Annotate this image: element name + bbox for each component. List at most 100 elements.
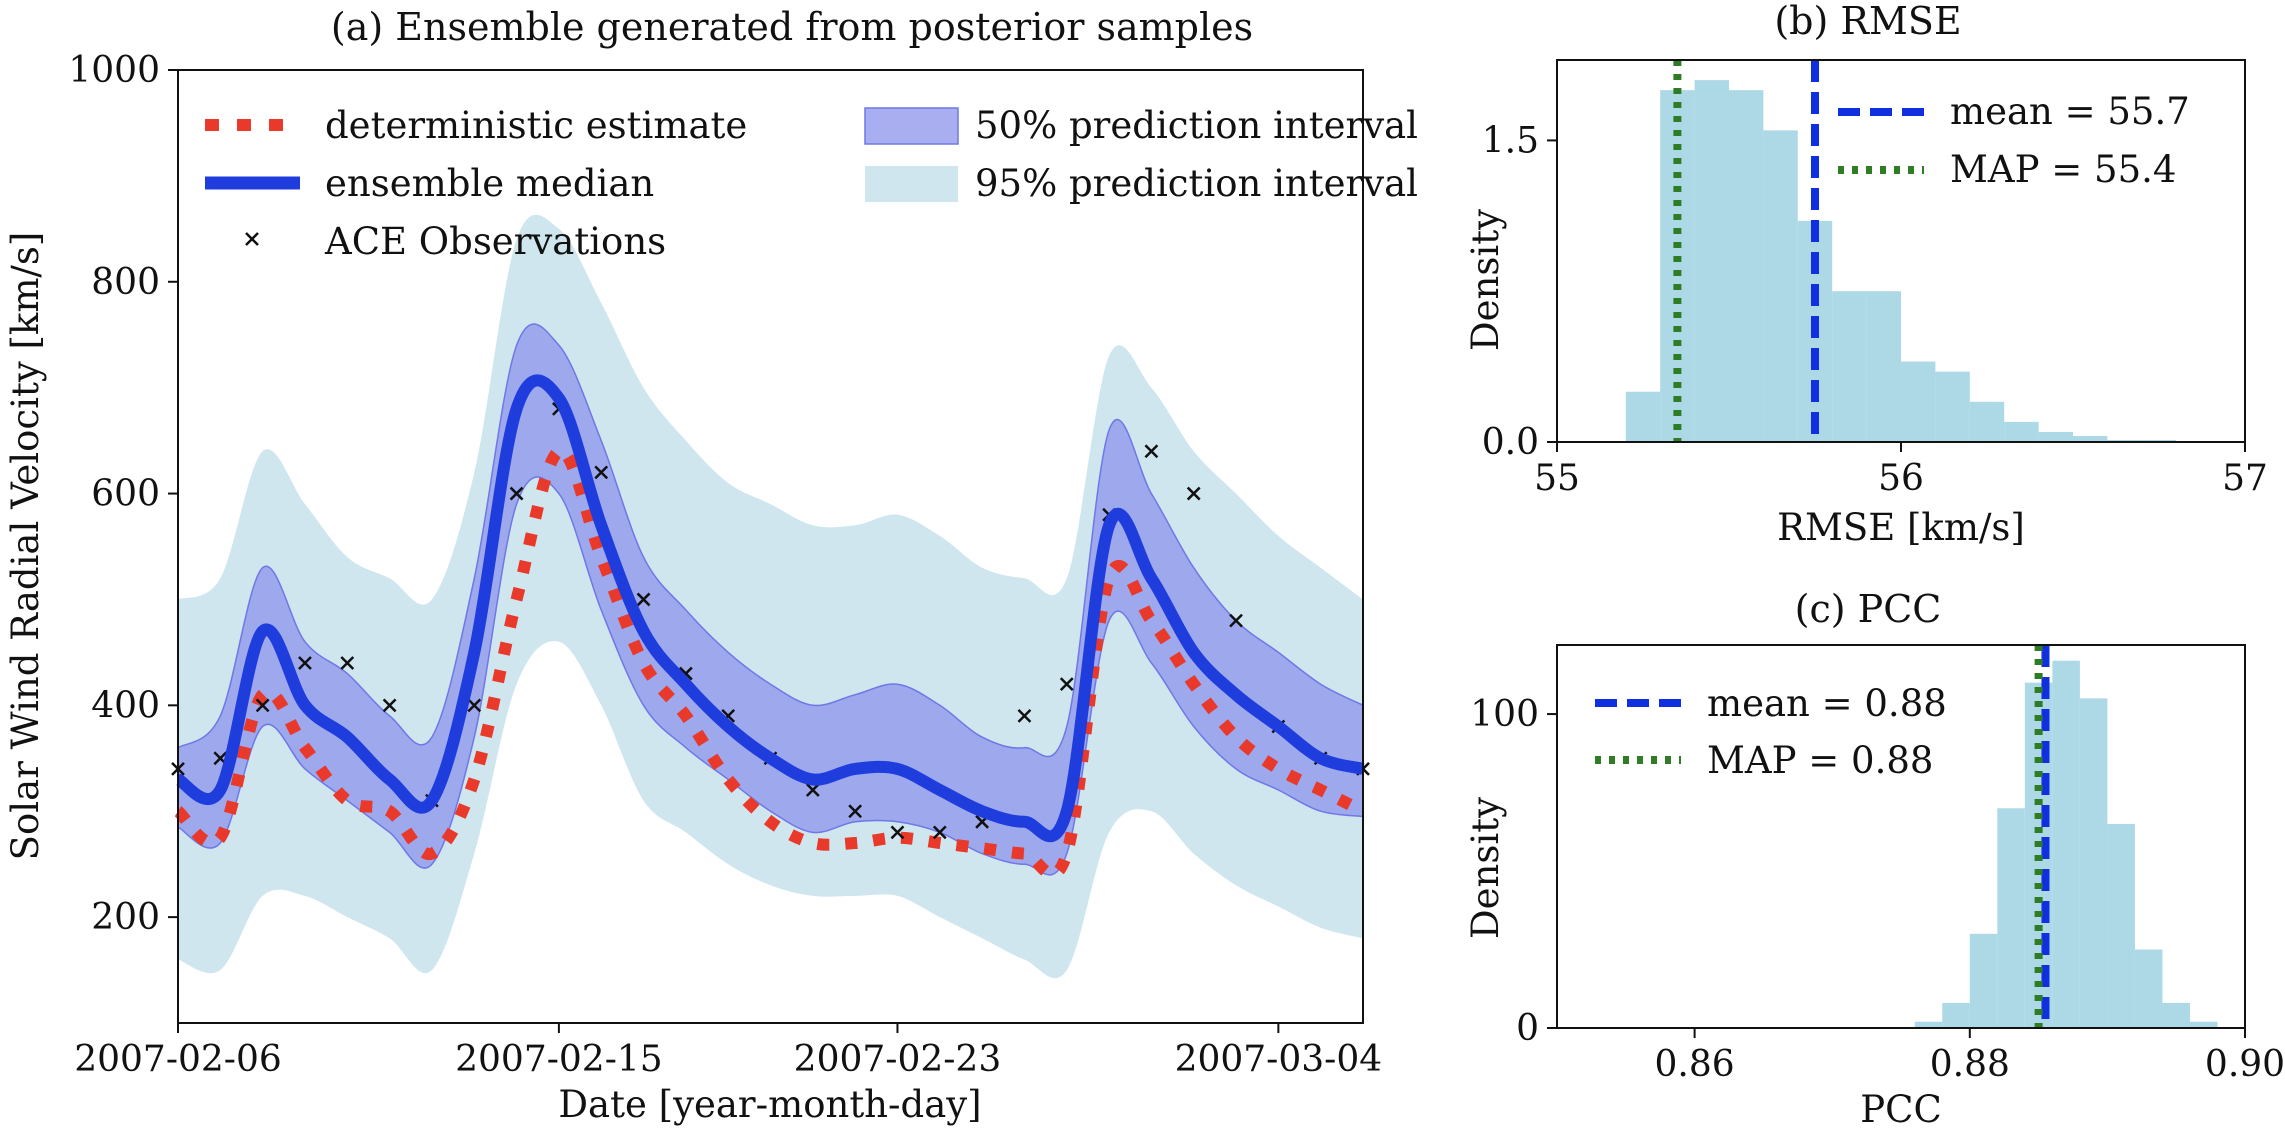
panel-c-ylabel: Density — [1464, 797, 1507, 939]
observation-point — [1017, 709, 1032, 723]
x-tick-label: 0.88 — [1930, 1044, 2010, 1085]
panel-a-xlabel: Date [year-month-day] — [558, 1083, 981, 1126]
histogram-bar — [2107, 823, 2135, 1028]
panel-a-ylabel: Solar Wind Radial Velocity [km/s] — [4, 232, 47, 861]
observation-point — [1229, 613, 1243, 628]
x-tick-label: 2007-03-04 — [1175, 1039, 1383, 1080]
y-tick-label: 800 — [91, 262, 160, 303]
panel-b: (b) RMSE 55 56 57 0.0 1.5 RMSE [km/s] Densit… — [1464, 0, 2268, 549]
histogram-bar — [2073, 435, 2108, 442]
observation-point — [890, 825, 905, 840]
x-tick-label: 2007-02-15 — [455, 1039, 663, 1080]
histogram-bar — [1832, 291, 1867, 442]
median-line — [175, 374, 1365, 843]
observation-point — [255, 698, 270, 713]
observation-point — [467, 698, 482, 713]
histogram-bar — [1935, 371, 1970, 442]
histogram-bar — [2141, 439, 2177, 442]
observation-point — [848, 804, 863, 819]
y-tick-label: 1.5 — [1482, 120, 1539, 161]
legend-pi50-swatch — [864, 107, 959, 145]
observation-point — [1059, 677, 1074, 692]
legend-pi50-label: 50% prediction interval — [975, 104, 1418, 147]
legend-mean-label: mean = 0.88 — [1707, 682, 1947, 725]
legend-pi95-swatch — [865, 166, 958, 202]
observation-point — [1186, 486, 1201, 501]
panel-a-axes: 2007-02-06 2007-02-15 2007-02-23 2007-03-04… — [68, 50, 1382, 1080]
histogram-bar — [1997, 808, 2025, 1028]
legend-x-glyph — [245, 232, 259, 246]
panel-c: (c) PCC 0.86 0.88 0.90 0 100 PCC Density mea… — [1464, 587, 2285, 1131]
y-tick-label: 600 — [91, 474, 160, 515]
deterministic-line-layer — [173, 445, 1366, 881]
panel-c-axes: 0.86 0.88 0.90 0 100 — [1470, 694, 2285, 1085]
histogram-bar — [1729, 90, 1764, 442]
x-tick-label: 57 — [2222, 458, 2268, 499]
panel-a-title: (a) Ensemble generated from posterior sa… — [331, 5, 1253, 49]
legend-median-label: ensemble median — [325, 162, 654, 205]
observation-point — [932, 825, 947, 840]
panel-b-histogram — [1625, 80, 2211, 443]
observation-point — [594, 465, 609, 480]
legend-mean-label: mean = 55.7 — [1950, 90, 2190, 133]
x-tick-label: 56 — [1878, 458, 1924, 499]
median-line-layer — [175, 374, 1365, 843]
panel-c-frame — [1556, 644, 2246, 1029]
deterministic-line — [173, 445, 1366, 881]
observation-point — [636, 592, 651, 607]
legend-pi95-label: 95% prediction interval — [975, 162, 1418, 205]
observation-point — [1144, 444, 1159, 459]
panel-b-legend: mean = 55.7 MAP = 55.4 — [1838, 90, 2190, 191]
histogram-bar — [2107, 439, 2142, 442]
observation-point — [298, 656, 312, 670]
x-tick-label: 0.90 — [2205, 1044, 2285, 1085]
y-tick-label: 400 — [91, 685, 160, 726]
observation-point — [805, 783, 820, 797]
histogram-bar — [2038, 431, 2073, 442]
legend-map-label: MAP = 0.88 — [1707, 739, 1933, 782]
histogram-bar — [2189, 1021, 2218, 1028]
histogram-bar — [1969, 401, 2005, 442]
x-tick-label: 0.86 — [1655, 1044, 1735, 1085]
panel-b-title: (b) RMSE — [1774, 0, 1961, 43]
histogram-bar — [1660, 90, 1695, 442]
panel-a-legend: deterministic estimate ensemble median A… — [205, 104, 1418, 263]
panel-c-legend: mean = 0.88 MAP = 0.88 — [1595, 682, 1947, 782]
histogram-bar — [2004, 421, 2039, 442]
histogram-bar — [2052, 660, 2080, 1028]
panel-b-axes: 55 56 57 0.0 1.5 — [1482, 120, 2268, 499]
y-tick-label: 1000 — [68, 50, 160, 91]
observation-point — [340, 656, 355, 670]
y-tick-label: 0 — [1516, 1008, 1539, 1049]
histogram-bar — [1694, 80, 1729, 443]
x-tick-label: 2007-02-23 — [794, 1039, 1002, 1080]
legend-deterministic-label: deterministic estimate — [325, 104, 747, 147]
histogram-bar — [1942, 1002, 1970, 1028]
legend-observations-label: ACE Observations — [324, 220, 666, 263]
x-tick-label: 55 — [1534, 458, 1580, 499]
histogram-bar — [1914, 1021, 1943, 1028]
histogram-bar — [2079, 698, 2108, 1028]
panel-a: (a) Ensemble generated from posterior sa… — [4, 5, 1418, 1126]
observation-point — [509, 486, 524, 501]
panel-b-xlabel: RMSE [km/s] — [1777, 506, 2025, 549]
panel-a-frame — [177, 69, 1364, 1024]
histogram-bar — [1625, 391, 1661, 442]
histogram-bar — [2134, 949, 2163, 1028]
legend-map-label: MAP = 55.4 — [1950, 148, 2176, 191]
histogram-bar — [2162, 1002, 2190, 1028]
x-tick-label: 2007-02-06 — [74, 1039, 282, 1080]
panel-c-title: (c) PCC — [1795, 587, 1942, 631]
panel-b-ylabel: Density — [1464, 209, 1507, 351]
histogram-bar — [1763, 130, 1798, 443]
y-tick-label: 0.0 — [1482, 422, 1539, 463]
observation-point — [382, 698, 397, 713]
panel-c-histogram — [1914, 660, 2218, 1028]
legend-observations-marker — [245, 232, 259, 246]
panel-c-xlabel: PCC — [1860, 1088, 1942, 1131]
y-tick-label: 100 — [1470, 694, 1539, 735]
y-tick-label: 200 — [91, 897, 160, 938]
histogram-bar — [1969, 933, 1998, 1028]
histogram-bar — [1866, 291, 1901, 442]
